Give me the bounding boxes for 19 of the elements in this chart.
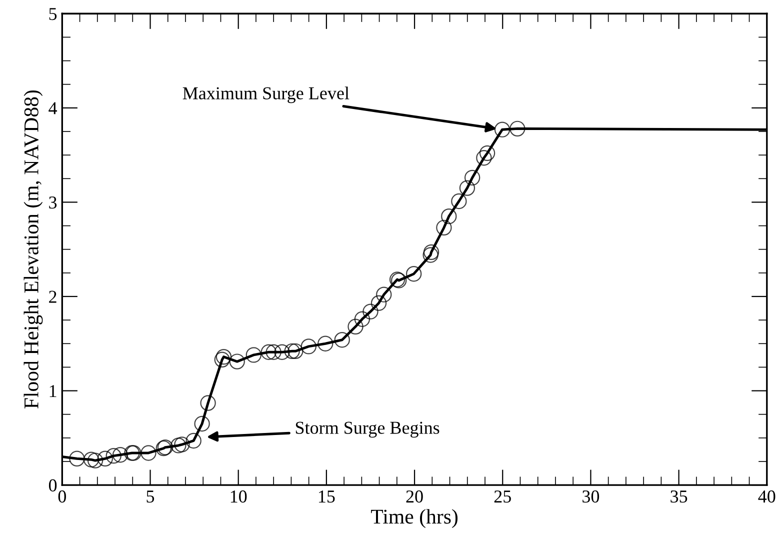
y-tick-label: 1 [50,385,56,398]
x-tick-label: 0 [58,490,66,503]
x-tick-label: 20 [406,490,423,503]
x-tick-label: 15 [319,490,335,503]
annotation: Storm Surge Begins [296,422,440,438]
x-tick-label: 25 [494,490,511,503]
x-tick-label: 5 [146,490,154,503]
x-tick-label: 10 [230,490,247,503]
x-axis-title: Time (hrs) [371,509,458,528]
x-tick-label: 35 [670,490,688,503]
annotation: Maximum Surge Level [182,86,350,104]
y-tick-label: 0 [48,479,57,492]
y-tick-label: 3 [49,196,57,209]
x-tick-label: 40 [758,490,776,503]
y-tick-label: 4 [48,102,58,114]
y-tick-label: 5 [49,8,57,20]
x-tick-label: 30 [582,490,600,503]
y-axis-title: Flood Height Elevation (m, NAVD88) [24,90,43,409]
y-tick-label: 2 [49,290,56,303]
